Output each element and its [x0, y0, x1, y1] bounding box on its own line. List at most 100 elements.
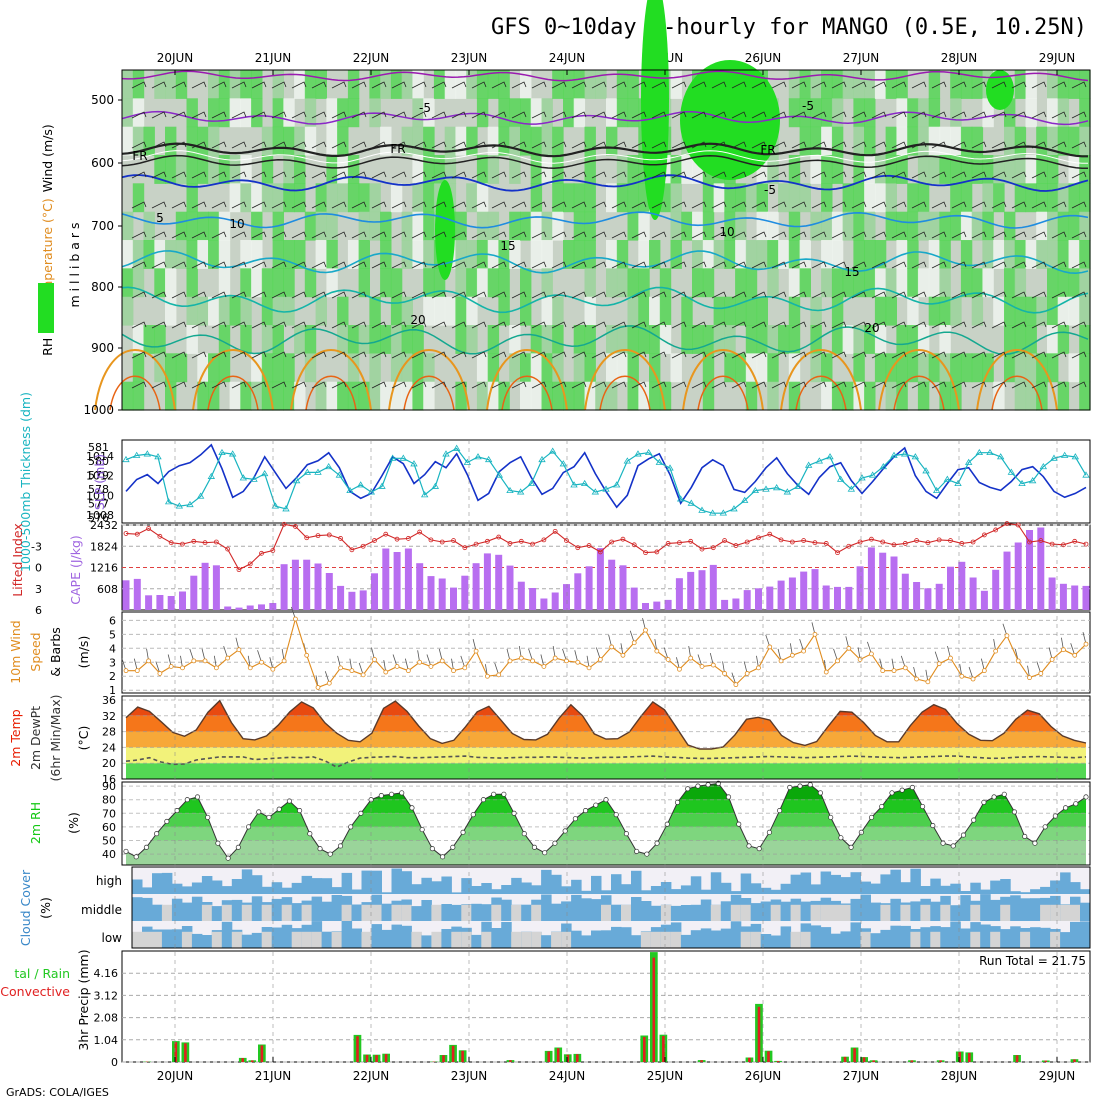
wind-barb: [591, 201, 607, 209]
rh-cell: [315, 70, 327, 99]
cloud-cell: [321, 878, 333, 894]
wind-speed-point: [496, 672, 502, 678]
cloud-cell: [810, 884, 822, 894]
rh-cell: [165, 268, 177, 298]
wind-barb: [151, 171, 167, 179]
rh-cell: [520, 353, 532, 383]
wind-speed-point: [699, 664, 705, 669]
wind-barb: [771, 171, 787, 179]
temperature-contour-warm: [388, 349, 470, 411]
wind-barb: [251, 171, 267, 179]
wind-barb: [631, 81, 647, 89]
rh-cell: [175, 240, 188, 269]
wind-barb: [751, 381, 767, 389]
rh-cell: [552, 183, 564, 213]
rh-point: [450, 844, 456, 850]
lifted-index-point: [1083, 541, 1089, 547]
wind-speed-point: [733, 682, 739, 688]
rh-cell: [175, 155, 188, 184]
rh-point: [419, 827, 425, 833]
rh-cell: [573, 211, 586, 241]
wind-barb: [951, 201, 967, 209]
rh-cell: [520, 268, 532, 298]
rh-cell: [294, 240, 306, 269]
rh-cell: [595, 381, 607, 411]
rh-point: [531, 844, 538, 850]
rh-point: [1052, 813, 1058, 819]
rh-cell: [874, 155, 887, 184]
rh-cell: [788, 296, 801, 326]
rh-cell: [627, 70, 639, 99]
cloud-cell: [201, 876, 213, 894]
thickness-point: [932, 486, 941, 494]
wind-barb: [511, 381, 527, 389]
cloud-cell: [1040, 927, 1051, 948]
rh-cell: [154, 268, 166, 298]
wind-speed-point: [993, 648, 999, 654]
lifted-index-point: [801, 538, 807, 543]
cape-bar: [585, 566, 593, 610]
rh-cell: [186, 211, 198, 241]
thickness-point: [623, 457, 632, 464]
cloud-cell: [351, 904, 362, 921]
rh-cell: [864, 126, 876, 156]
cloud-cell: [211, 906, 223, 921]
rh-cell: [713, 183, 725, 213]
temperature-contour-hot: [991, 375, 1043, 411]
wind-barb: [451, 81, 467, 89]
thickness-point: [207, 472, 216, 479]
cloud-cell-gap: [341, 904, 353, 921]
wind-barb: [1071, 261, 1087, 269]
rh-cell: [283, 183, 295, 213]
rh-cell: [928, 126, 941, 156]
contour-label: 20: [410, 313, 425, 327]
wind-barb: [531, 351, 547, 359]
rh-cell: [143, 325, 155, 354]
date-label-bottom: 21JUN: [255, 1069, 292, 1083]
rh-cell: [821, 211, 833, 241]
cloud-cell: [631, 897, 642, 921]
rh-cell: [638, 268, 650, 298]
wind-speed-point: [609, 644, 615, 650]
rh-cell: [294, 381, 306, 411]
rh-cell: [1014, 183, 1027, 213]
wind-barb: [491, 171, 507, 179]
cloud-cell-gap: [1050, 931, 1061, 948]
rh-cell: [337, 381, 349, 411]
rh-cell: [390, 296, 403, 326]
wind-barb: [231, 111, 247, 119]
lifted-index-point: [688, 538, 694, 544]
wind-speed-point: [936, 661, 942, 667]
rh-cell: [261, 268, 274, 298]
wind-tick: 3: [109, 656, 116, 669]
rh-cell: [175, 211, 188, 241]
wind-barb: [551, 321, 567, 329]
cloud-cell: [1070, 882, 1081, 894]
wind-barb: [391, 231, 407, 239]
wind-barb: [1031, 321, 1047, 329]
wind-barb: [611, 351, 627, 359]
rh-cell: [1079, 98, 1091, 128]
upper-air-frame: [121, 69, 1091, 411]
rh-cell: [788, 325, 801, 354]
wind-barb: [231, 81, 247, 89]
rh-cell: [154, 240, 166, 269]
cape-bar: [258, 604, 265, 610]
temperature-contour-hot: [697, 375, 749, 411]
wind-speed-point: [405, 668, 411, 674]
rh-band: [126, 840, 1086, 865]
cape-bar: [709, 564, 717, 610]
rh-cell: [971, 155, 984, 184]
rh-cell: [616, 240, 629, 269]
rh-tick: 60: [102, 821, 116, 834]
wind-barb: [531, 321, 547, 329]
wind-barb: [171, 141, 187, 149]
thickness-point: [580, 479, 589, 487]
rh-cell: [917, 126, 930, 156]
wind-barb: [731, 111, 747, 119]
rh-point: [736, 821, 742, 827]
rh-cell: [874, 296, 887, 326]
wind-barb: [251, 111, 267, 119]
wind-tick: 1: [109, 684, 116, 697]
rh-cell: [208, 155, 220, 184]
